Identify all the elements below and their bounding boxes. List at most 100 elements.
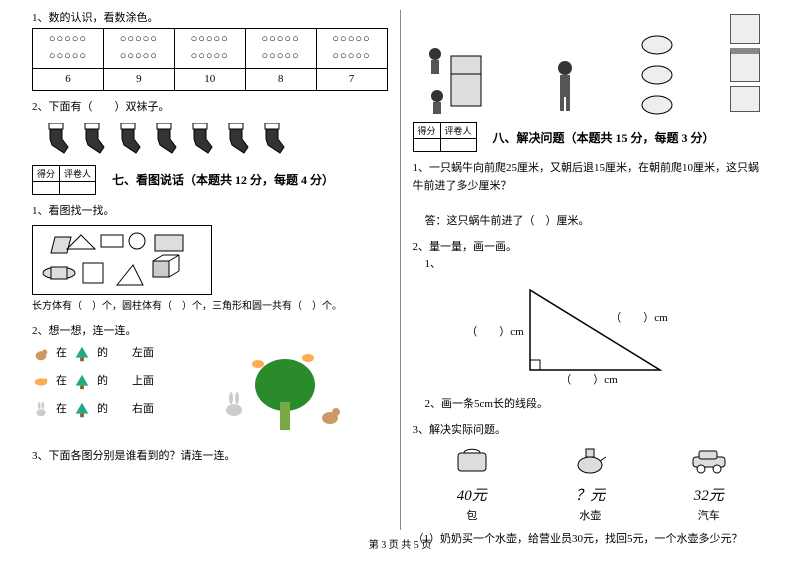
match-of: 的: [97, 401, 108, 419]
q8-3-1: （1）奶奶买一个水壶，给营业员30元，找回5元，一个水壶多少元？: [413, 531, 769, 549]
score-box: 得分评卷人: [413, 122, 477, 152]
cell-circles: ○○○○○○○○○○: [103, 28, 174, 68]
section-8-title: 八、解决问题（本题共 15 分，每题 3 分）: [493, 129, 715, 146]
good-item: 32元 汽车: [689, 443, 729, 525]
score-blank: [33, 181, 60, 194]
match-mid: 在: [56, 373, 67, 391]
tri-label-bottom: （ ）cm: [560, 372, 617, 390]
cell-circles: ○○○○○○○○○○: [174, 28, 245, 68]
sock-icon: [112, 123, 142, 157]
q7-2-title: 2、想一想，连一连。: [32, 323, 388, 341]
kettle-icon: [570, 443, 610, 475]
q7-1: 1、看图找一找。: [32, 203, 388, 315]
tree-icon: [73, 373, 91, 391]
match-row: 在 的 右面: [32, 396, 172, 424]
match-row: 在 的 上面: [32, 368, 172, 396]
fridge-view-icon: [730, 86, 760, 112]
cell-circles: ○○○○○○○○○○: [33, 28, 104, 68]
good-price: ？元: [570, 484, 610, 508]
tree-icon: [73, 401, 91, 419]
num-cell: 8: [245, 68, 316, 91]
tri-label-top: （ ）cm: [610, 310, 667, 328]
sock-row: [40, 123, 388, 157]
q7-3-title: 3、下面各图分别是谁看到的？请连一连。: [32, 448, 388, 466]
score-cell: 得分: [413, 123, 440, 139]
q8-3-title: 3、解决实际问题。: [413, 422, 769, 440]
observers-row: [413, 10, 769, 116]
q1-title: 1、数的认识，看数涂色。: [32, 10, 388, 28]
score-cell: 评卷人: [60, 165, 96, 181]
page-container: 1、数的认识，看数涂色。 ○○○○○○○○○○ ○○○○○○○○○○ ○○○○○…: [24, 10, 776, 530]
q7-1-text: 长方体有（ ）个，圆柱体有（ ）个，三角形和圆一共有（ ）个。: [32, 299, 388, 315]
q7-2: 2、想一想，连一连。 在 的 左面 在 的 上面: [32, 323, 388, 441]
bird-icon: [32, 373, 50, 391]
q7-3: 3、下面各图分别是谁看到的？请连一连。: [32, 448, 388, 466]
q1: 1、数的认识，看数涂色。 ○○○○○○○○○○ ○○○○○○○○○○ ○○○○○…: [32, 10, 388, 91]
cell-circles: ○○○○○○○○○○: [245, 28, 316, 68]
good-price: 32元: [689, 484, 729, 508]
cloud-icon: [640, 64, 674, 86]
score-blank: [440, 139, 476, 152]
q2: 2、下面有（ ）双袜子。: [32, 99, 388, 157]
good-price: 40元: [452, 484, 492, 508]
good-name: 水壶: [570, 508, 610, 526]
tri-label-left: （ ）cm: [466, 324, 523, 342]
circles-row-1: ○○○○○○○○○○ ○○○○○○○○○○ ○○○○○○○○○○ ○○○○○○○…: [33, 28, 388, 68]
shapes-icon: [37, 229, 207, 291]
cloud-icon: [640, 94, 674, 116]
numbers-row: 6 9 10 8 7: [33, 68, 388, 91]
match-row: 在 的 左面: [32, 340, 172, 368]
score-cell: 评卷人: [440, 123, 476, 139]
section-7-title: 七、看图说话（本题共 12 分，每题 4 分）: [112, 171, 334, 188]
match-mid: 在: [56, 345, 67, 363]
sock-icon: [220, 123, 250, 157]
triangle-figure: （ ）cm （ ）cm （ ）cm: [490, 280, 690, 390]
sock-icon: [148, 123, 178, 157]
num-cell: 10: [174, 68, 245, 91]
match-section: 在 的 左面 在 的 上面 在: [32, 340, 388, 440]
good-name: 包: [452, 508, 492, 526]
good-item: ？元 水壶: [570, 443, 610, 525]
goods-row: 40元 包 ？元 水壶 32元 汽车: [413, 443, 769, 525]
score-blank: [413, 139, 440, 152]
sock-icon: [76, 123, 106, 157]
number-table: ○○○○○○○○○○ ○○○○○○○○○○ ○○○○○○○○○○ ○○○○○○○…: [32, 28, 388, 92]
match-pos: 上面: [132, 373, 154, 391]
side-observer-icon: [547, 46, 583, 116]
sock-icon: [184, 123, 214, 157]
q8-2-title: 2、量一量，画一画。: [413, 239, 769, 257]
sock-icon: [256, 123, 286, 157]
q8-1: 1、一只蜗牛向前爬25厘米，又朝后退15厘米，在朝前爬10厘米，这只蜗牛前进了多…: [413, 160, 769, 231]
match-left: 在 的 左面 在 的 上面 在: [32, 340, 172, 440]
num-cell: 9: [103, 68, 174, 91]
tree-scene-icon: [210, 340, 350, 440]
match-pos: 左面: [132, 345, 154, 363]
tree-scene: [172, 340, 388, 440]
match-mid: 在: [56, 401, 67, 419]
q8-1-title: 1、一只蜗牛向前爬25厘米，又朝后退15厘米，在朝前爬10厘米，这只蜗牛前进了多…: [413, 160, 769, 195]
good-name: 汽车: [689, 508, 729, 526]
num-cell: 7: [316, 68, 387, 91]
score-box: 得分评卷人: [32, 165, 96, 195]
section-7-header: 得分评卷人 七、看图说话（本题共 12 分，每题 4 分）: [32, 165, 388, 195]
q8-1-answer: 答：这只蜗牛前进了（ ）厘米。: [425, 213, 769, 231]
q8-2-sub1: 1、: [425, 256, 769, 274]
cloud-stack: [640, 34, 674, 116]
tree-icon: [73, 345, 91, 363]
squirrel-icon: [32, 345, 50, 363]
fridge-view-icon: [730, 14, 760, 44]
q8-3: 3、解决实际问题。 40元 包 ？元 水壶 32元 汽车 （1）奶: [413, 422, 769, 549]
section-8-header: 得分评卷人 八、解决问题（本题共 15 分，每题 3 分）: [413, 122, 769, 152]
column-divider: [400, 10, 401, 530]
score-blank: [60, 181, 96, 194]
score-cell: 得分: [33, 165, 60, 181]
rabbit-icon: [32, 401, 50, 419]
right-column: 得分评卷人 八、解决问题（本题共 15 分，每题 3 分） 1、一只蜗牛向前爬2…: [405, 10, 777, 530]
q7-1-title: 1、看图找一找。: [32, 203, 388, 221]
fridge-view-icon: [730, 48, 760, 82]
match-pos: 右面: [132, 401, 154, 419]
good-item: 40元 包: [452, 443, 492, 525]
num-cell: 6: [33, 68, 104, 91]
bag-icon: [452, 443, 492, 475]
cloud-icon: [640, 34, 674, 56]
